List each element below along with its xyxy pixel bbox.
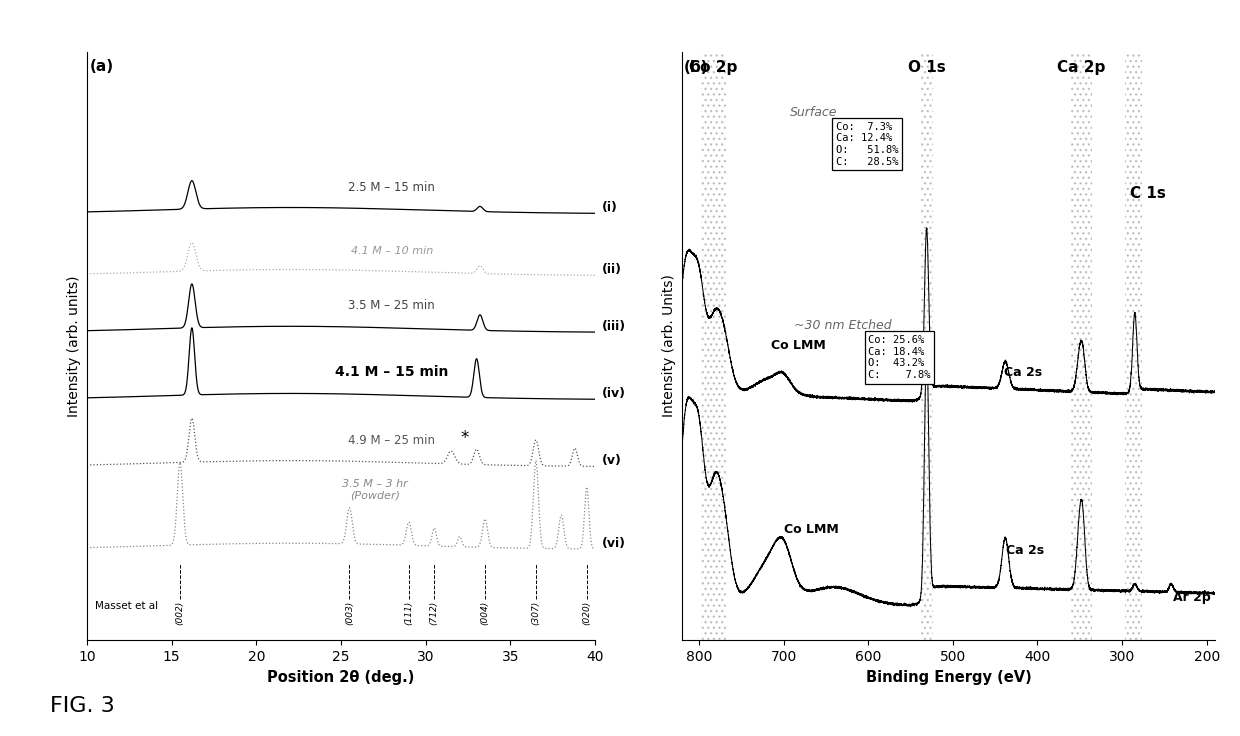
Text: (712): (712) [430, 601, 439, 626]
Bar [1071, 52, 1091, 640]
Text: (003): (003) [345, 601, 353, 626]
Text: (111): (111) [404, 601, 413, 626]
X-axis label: Position 2θ (deg.): Position 2θ (deg.) [268, 670, 414, 684]
Text: Ar 2p: Ar 2p [1173, 591, 1210, 604]
Text: Ca 2p: Ca 2p [1058, 60, 1106, 75]
Text: (b): (b) [683, 60, 708, 75]
Text: *: * [460, 428, 469, 447]
Text: 4.1 M – 10 min: 4.1 M – 10 min [351, 246, 433, 255]
Text: 3.5 M – 3 hr
(Powder): 3.5 M – 3 hr (Powder) [342, 479, 408, 501]
Text: O 1s: O 1s [908, 60, 945, 75]
Text: (i): (i) [601, 201, 618, 214]
Text: Ca 2s: Ca 2s [1006, 544, 1044, 557]
Y-axis label: Intensity (arb. Units): Intensity (arb. Units) [662, 275, 677, 417]
Text: Co LMM: Co LMM [784, 523, 838, 536]
Text: (a): (a) [91, 60, 114, 74]
Text: (002): (002) [176, 601, 185, 626]
Bar [1126, 52, 1142, 640]
Text: FIG. 3: FIG. 3 [50, 696, 114, 715]
Text: Surface: Surface [790, 106, 837, 119]
Text: Ca 2s: Ca 2s [1003, 367, 1042, 380]
Bar [1071, 52, 1091, 640]
Bar [701, 52, 725, 640]
Text: ~30 nm Etched: ~30 nm Etched [794, 319, 892, 333]
Bar [920, 52, 932, 640]
Text: (020): (020) [583, 601, 591, 626]
Text: (ii): (ii) [601, 263, 622, 276]
Text: Co: 25.6%
Ca: 18.4%
O:  43.2%
C:    7.8%: Co: 25.6% Ca: 18.4% O: 43.2% C: 7.8% [868, 335, 931, 380]
Text: Masset et al: Masset et al [95, 601, 159, 611]
X-axis label: Binding Energy (eV): Binding Energy (eV) [866, 670, 1032, 684]
Text: 3.5 M – 25 min: 3.5 M – 25 min [348, 300, 435, 312]
Text: (307): (307) [532, 601, 541, 626]
Text: 4.9 M – 25 min: 4.9 M – 25 min [348, 434, 435, 447]
Bar [920, 52, 932, 640]
Bar [1126, 52, 1142, 640]
Text: Co 2p: Co 2p [689, 60, 738, 75]
Text: (v): (v) [601, 454, 621, 467]
Text: 2.5 M – 15 min: 2.5 M – 15 min [348, 180, 435, 194]
Y-axis label: Intensity (arb. units): Intensity (arb. units) [67, 275, 82, 417]
Text: 4.1 M – 15 min: 4.1 M – 15 min [335, 366, 449, 380]
Text: C 1s: C 1s [1130, 186, 1166, 202]
Text: (004): (004) [481, 601, 490, 626]
Text: (iii): (iii) [601, 320, 626, 333]
Text: Co:  7.3%
Ca: 12.4%
O:   51.8%
C:   28.5%: Co: 7.3% Ca: 12.4% O: 51.8% C: 28.5% [836, 121, 899, 166]
Bar [701, 52, 725, 640]
Text: (iv): (iv) [601, 387, 626, 400]
Text: Co LMM: Co LMM [771, 339, 826, 353]
Text: (vi): (vi) [601, 537, 626, 550]
